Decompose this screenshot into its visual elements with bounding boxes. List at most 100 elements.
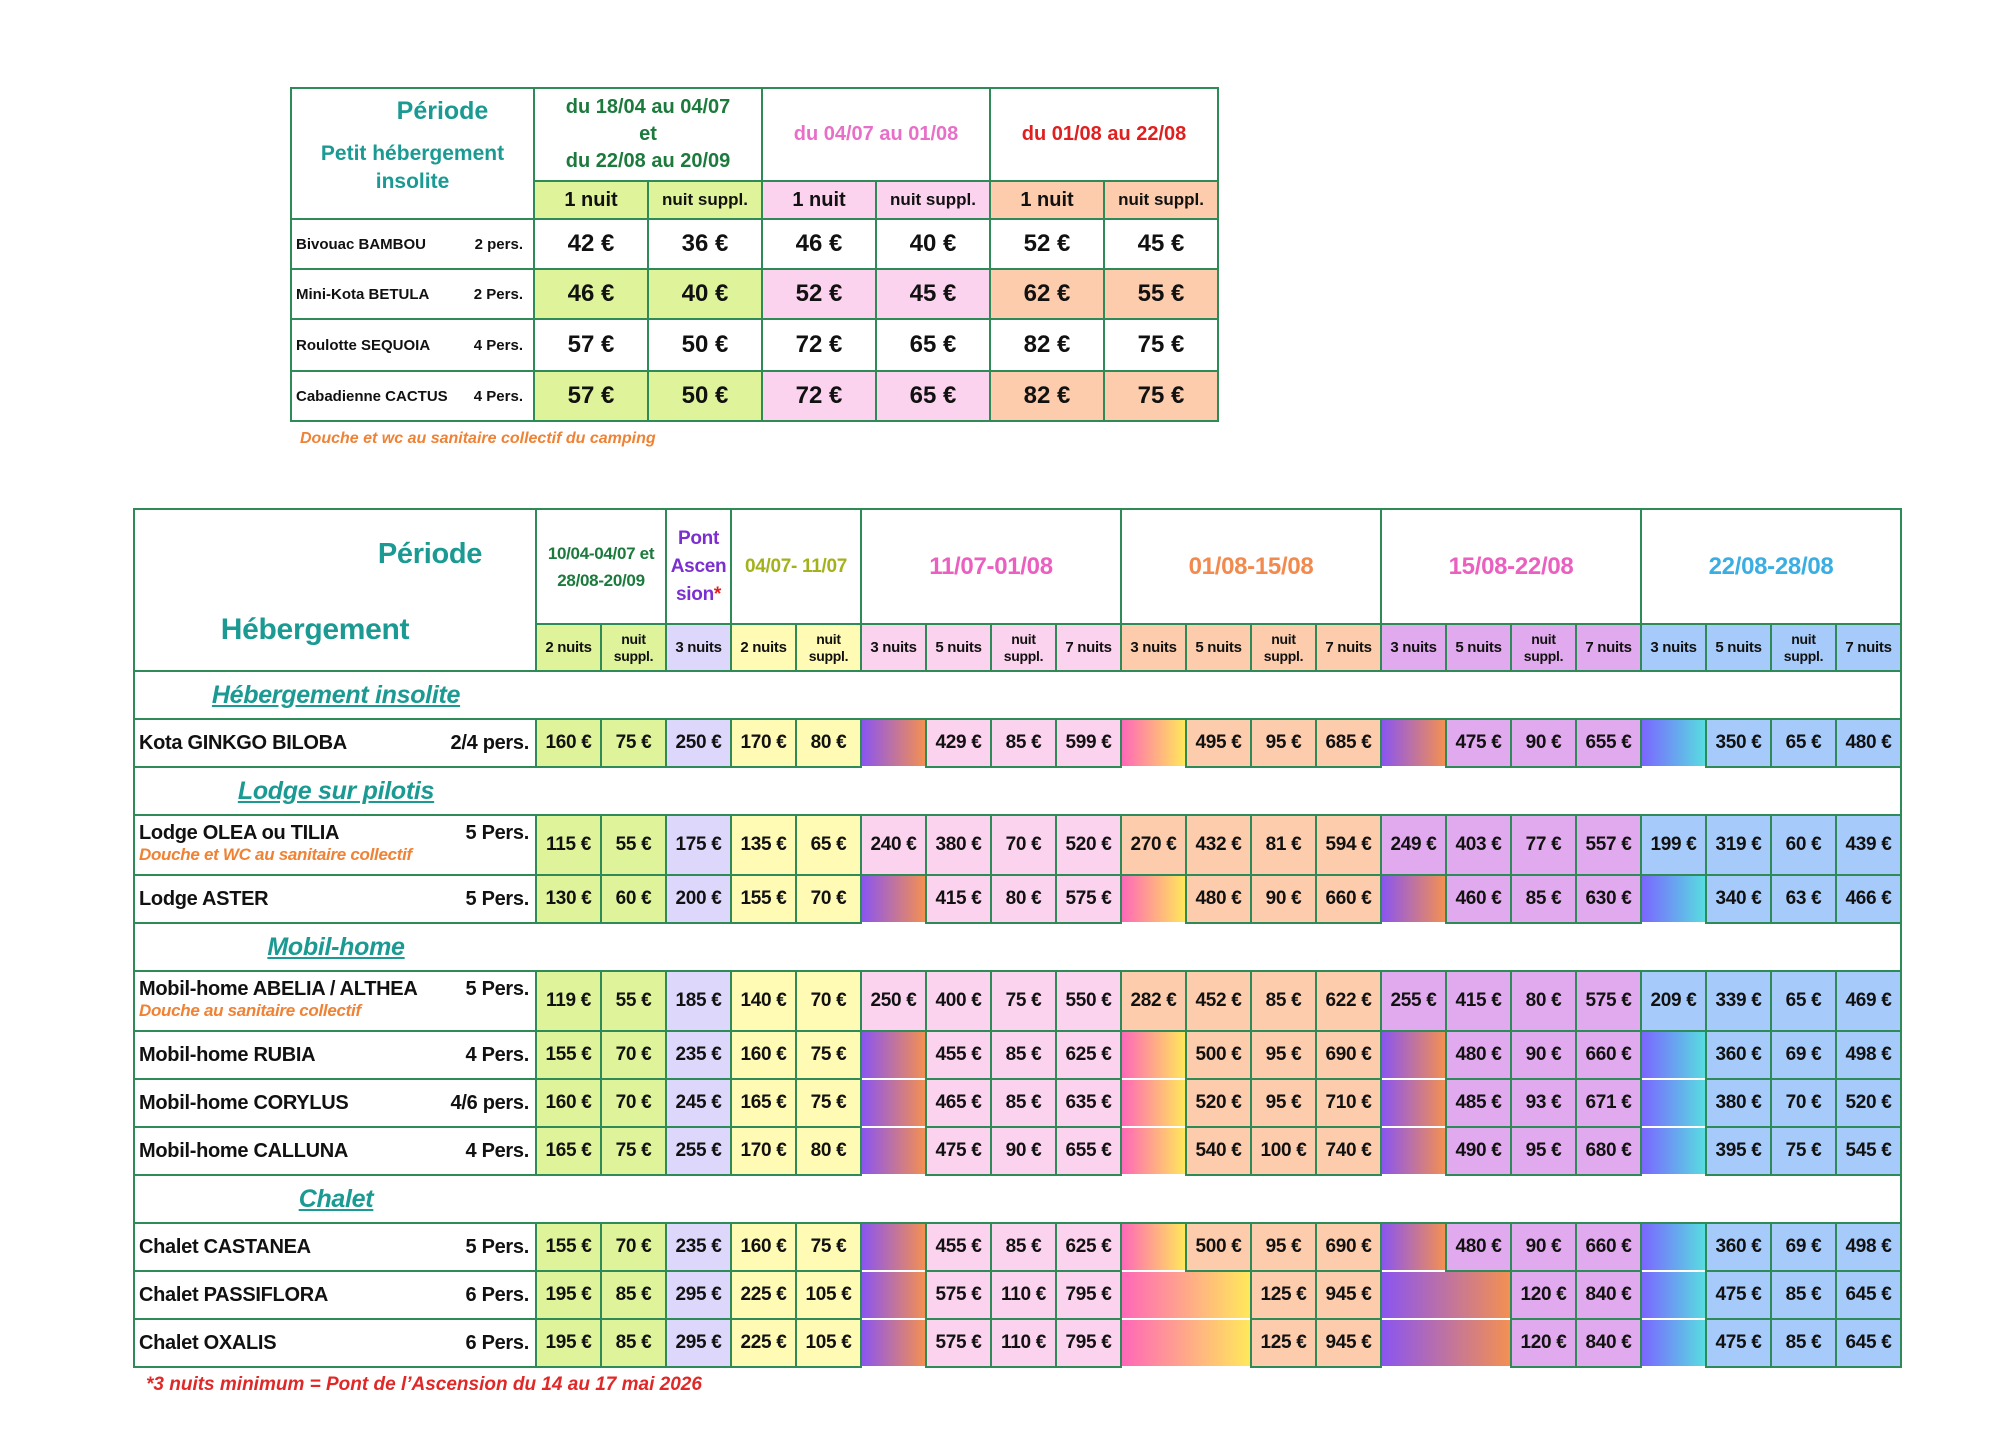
price-cell: 545 € — [1835, 1126, 1903, 1176]
unavailable-cell — [1380, 875, 1448, 923]
col-extra-night: nuit suppl. — [646, 180, 764, 220]
unavailable-cell — [1640, 1031, 1708, 1079]
period-1-line2: et — [639, 123, 657, 145]
price-cell: 85 € — [1510, 874, 1578, 924]
header-corner: Période Hébergement — [133, 508, 537, 672]
price-cell: 282 € — [1120, 970, 1188, 1032]
period-header-6: 15/08-22/08 — [1380, 508, 1643, 625]
accommodation-label-line: Lodge OLEA ou TILIA 5 Pers. — [139, 822, 529, 845]
price-cell: 85 € — [990, 718, 1058, 768]
price-cell: 46 € — [533, 268, 649, 320]
price-cell: 65 € — [1770, 970, 1838, 1032]
price-cell: 225 € — [730, 1270, 798, 1320]
ascension-footnote: *3 nuits minimum = Pont de l’Ascension d… — [146, 1374, 702, 1395]
column-subheader: nuit suppl. — [1250, 623, 1318, 672]
price-cell: 495 € — [1185, 718, 1253, 768]
unavailable-cell — [1640, 1079, 1708, 1127]
col-first-night: 1 nuit — [533, 180, 649, 220]
price-cell: 65 € — [1770, 718, 1838, 768]
price-cell: 490 € — [1445, 1126, 1513, 1176]
price-cell: 455 € — [925, 1222, 993, 1272]
table-row: Mobil-home RUBIA 4 Pers. 155 €70 €235 €160… — [133, 1030, 1903, 1080]
price-cell: 432 € — [1185, 814, 1253, 876]
price-cell: 475 € — [1705, 1318, 1773, 1368]
accommodation-name: Mini-Kota BETULA — [296, 285, 430, 303]
person-capacity: 4 Pers. — [473, 336, 523, 354]
unavailable-cell — [1120, 1127, 1188, 1175]
price-cell: 135 € — [730, 814, 798, 876]
price-cell: 55 € — [599, 814, 668, 876]
price-cell: 62 € — [989, 268, 1106, 320]
price-cell: 498 € — [1835, 1222, 1903, 1272]
accommodation-label-line: Kota GINKGO BILOBA 2/4 pers. — [139, 732, 529, 755]
price-cell: 65 € — [795, 814, 863, 876]
accommodation-name: Bivouac BAMBOU — [296, 235, 427, 253]
column-subheader: nuit suppl. — [599, 623, 668, 672]
table-row: Lodge OLEA ou TILIA 5 Pers. Douche et WC a… — [133, 814, 1903, 876]
small-accommodation-price-table: Période Petit hébergement insolite du 18… — [290, 87, 1220, 422]
section-header-row: Mobil-home — [132, 922, 1903, 972]
period-label: Pont Ascen sion — [670, 527, 727, 605]
accommodation-name-cell: Roulotte SEQUOIA 4 Pers. — [290, 318, 535, 372]
accommodation-name-cell: Chalet CASTANEA 5 Pers. — [133, 1222, 537, 1272]
price-cell: 480 € — [1445, 1030, 1513, 1080]
accommodation-label-line: Mobil-home ABELIA / ALTHEA 5 Pers. — [139, 978, 529, 1001]
price-cell: 575 € — [1575, 970, 1643, 1032]
unavailable-cell — [1380, 1319, 1513, 1367]
unavailable-cell — [1120, 1031, 1188, 1079]
price-cell: 90 € — [1510, 1222, 1578, 1272]
accommodation-label-line: Lodge ASTER 5 Pers. — [139, 888, 529, 911]
unavailable-cell — [1640, 719, 1708, 767]
col-first-night: 1 nuit — [989, 180, 1106, 220]
price-cell: 160 € — [730, 1222, 798, 1272]
price-cell: 95 € — [1510, 1126, 1578, 1176]
price-cell: 480 € — [1835, 718, 1903, 768]
price-cell: 660 € — [1575, 1030, 1643, 1080]
price-cell: 255 € — [665, 1126, 733, 1176]
price-cell: 500 € — [1185, 1030, 1253, 1080]
accommodation-name: Roulotte SEQUOIA — [296, 336, 431, 354]
price-cell: 80 € — [1510, 970, 1578, 1032]
price-cell: 85 € — [1250, 970, 1318, 1032]
section-title: Hébergement insolite — [211, 680, 461, 709]
accommodation-name-cell: Cabadienne CACTUS 4 Pers. — [290, 370, 535, 422]
section-header-cell: Hébergement insolite — [132, 670, 1903, 720]
period-1-line1: du 18/04 au 04/07 — [565, 96, 731, 118]
person-capacity: 2 Pers. — [473, 285, 523, 303]
price-cell: 90 € — [990, 1126, 1058, 1176]
price-cell: 75 € — [1103, 370, 1220, 422]
price-cell: 85 € — [990, 1030, 1058, 1080]
price-cell: 270 € — [1120, 814, 1188, 876]
price-cell: 395 € — [1705, 1126, 1773, 1176]
unavailable-cell — [1120, 1223, 1188, 1271]
accommodation-label-line: Chalet OXALIS 6 Pers. — [139, 1332, 529, 1355]
unavailable-cell — [1120, 1079, 1188, 1127]
price-cell: 46 € — [761, 218, 878, 270]
price-cell: 250 € — [665, 718, 733, 768]
price-cell: 469 € — [1835, 970, 1903, 1032]
price-cell: 630 € — [1575, 874, 1643, 924]
price-cell: 235 € — [665, 1030, 733, 1080]
price-cell: 415 € — [925, 874, 993, 924]
person-capacity: 5 Pers. — [465, 821, 529, 844]
unavailable-cell — [1120, 875, 1188, 923]
price-cell: 400 € — [925, 970, 993, 1032]
price-cell: 340 € — [1705, 874, 1773, 924]
accommodation-header: Petit hébergement insolite — [320, 142, 505, 193]
price-cell: 195 € — [535, 1270, 602, 1320]
col-extra-night: nuit suppl. — [875, 180, 992, 220]
accommodation-name-cell: Mobil-home ABELIA / ALTHEA 5 Pers. Douche … — [133, 970, 537, 1032]
col-extra-night: nuit suppl. — [1103, 180, 1220, 220]
unavailable-cell — [1640, 1223, 1708, 1271]
price-cell: 45 € — [875, 268, 992, 320]
accommodation-name-cell: Lodge ASTER 5 Pers. — [133, 874, 537, 924]
price-cell: 465 € — [925, 1078, 993, 1128]
price-cell: 93 € — [1510, 1078, 1578, 1128]
price-cell: 250 € — [860, 970, 928, 1032]
price-cell: 85 € — [990, 1078, 1058, 1128]
accommodation-label-line: Chalet PASSIFLORA 6 Pers. — [139, 1284, 529, 1307]
unavailable-cell — [1640, 1127, 1708, 1175]
column-subheader: 7 nuits — [1835, 623, 1903, 672]
price-cell: 55 € — [599, 970, 668, 1032]
price-cell: 380 € — [1705, 1078, 1773, 1128]
